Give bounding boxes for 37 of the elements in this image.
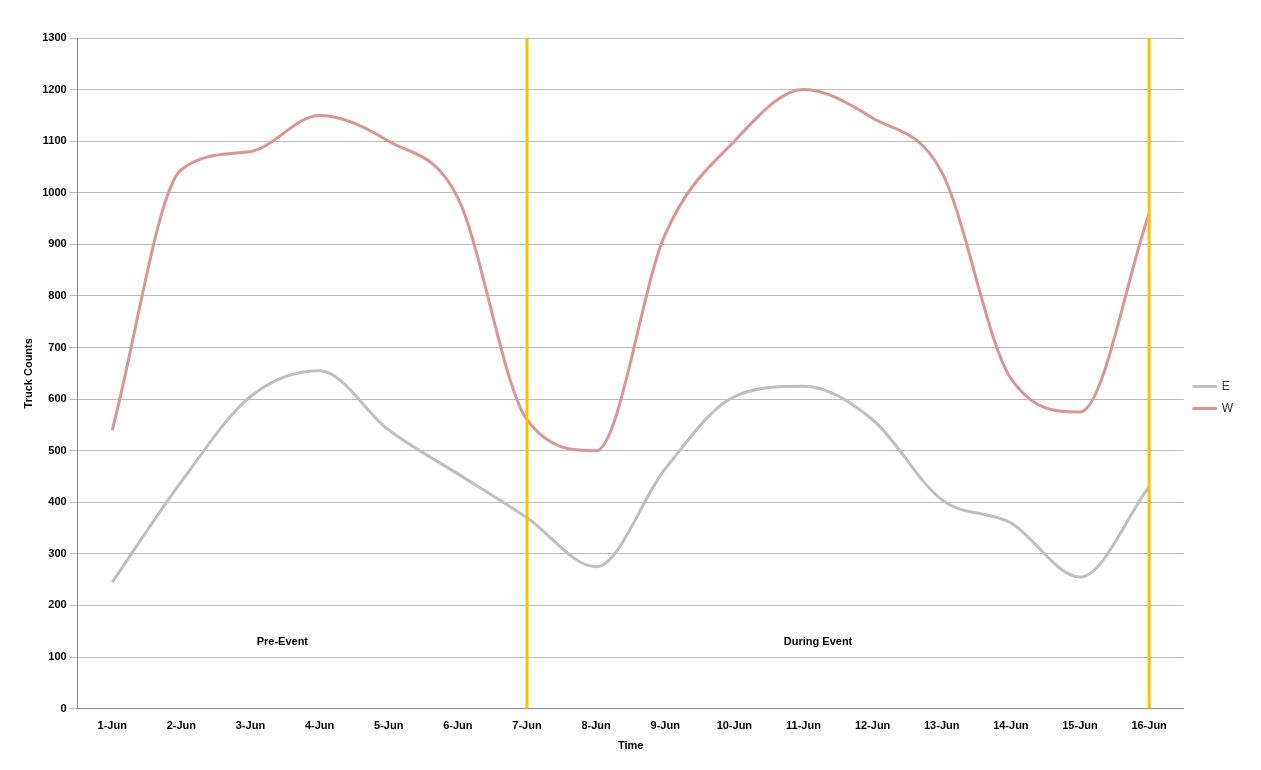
x-tick-label: 6-Jun (443, 719, 473, 732)
x-tick-label: 4-Jun (304, 719, 335, 732)
annotation: During Event (783, 634, 853, 647)
x-tick-label: 9-Jun (650, 719, 681, 732)
x-tick-label: 16-Jun (1131, 719, 1168, 732)
x-tick-label: 13-Jun (924, 719, 960, 732)
y-tick-label: 900 (48, 237, 67, 250)
annotation: Pre-Event (256, 634, 309, 647)
x-tick-label: 5-Jun (374, 719, 404, 732)
x-tick-label: 12-Jun (854, 719, 891, 732)
x-tick-label: 14-Jun (993, 719, 1029, 732)
y-tick-label: 1000 (42, 185, 67, 198)
y-tick-label: 700 (48, 340, 67, 353)
legend-label: W (1221, 400, 1234, 415)
x-tick-label: 8-Jun (581, 719, 612, 732)
legend-label: E (1221, 378, 1230, 393)
y-tick-label: 800 (48, 288, 67, 301)
x-tick-label: 15-Jun (1062, 719, 1098, 732)
x-tick-label: 1-Jun (97, 719, 128, 732)
y-tick-label: 1200 (42, 82, 67, 95)
x-tick-label: 7-Jun (512, 719, 542, 732)
y-axis-title: Truck Counts (21, 338, 34, 409)
x-tick-label: 2-Jun (166, 719, 197, 732)
y-tick-label: 400 (48, 495, 67, 508)
x-axis-title: Time (617, 739, 644, 752)
y-tick-label: 600 (48, 392, 67, 405)
y-tick-label: 200 (48, 598, 67, 611)
x-tick-label: 11-Jun (786, 719, 822, 732)
x-tick-label: 10-Jun (716, 719, 753, 732)
y-tick-label: 100 (48, 650, 67, 663)
y-tick-label: 1300 (42, 31, 67, 44)
y-tick-label: 0 (60, 701, 67, 714)
line-series (110, 88, 1151, 453)
y-tick-label: 300 (48, 546, 67, 559)
y-tick-label: 1100 (42, 134, 67, 147)
y-tick-label: 500 (48, 443, 67, 456)
x-tick-label: 3-Jun (235, 719, 266, 732)
